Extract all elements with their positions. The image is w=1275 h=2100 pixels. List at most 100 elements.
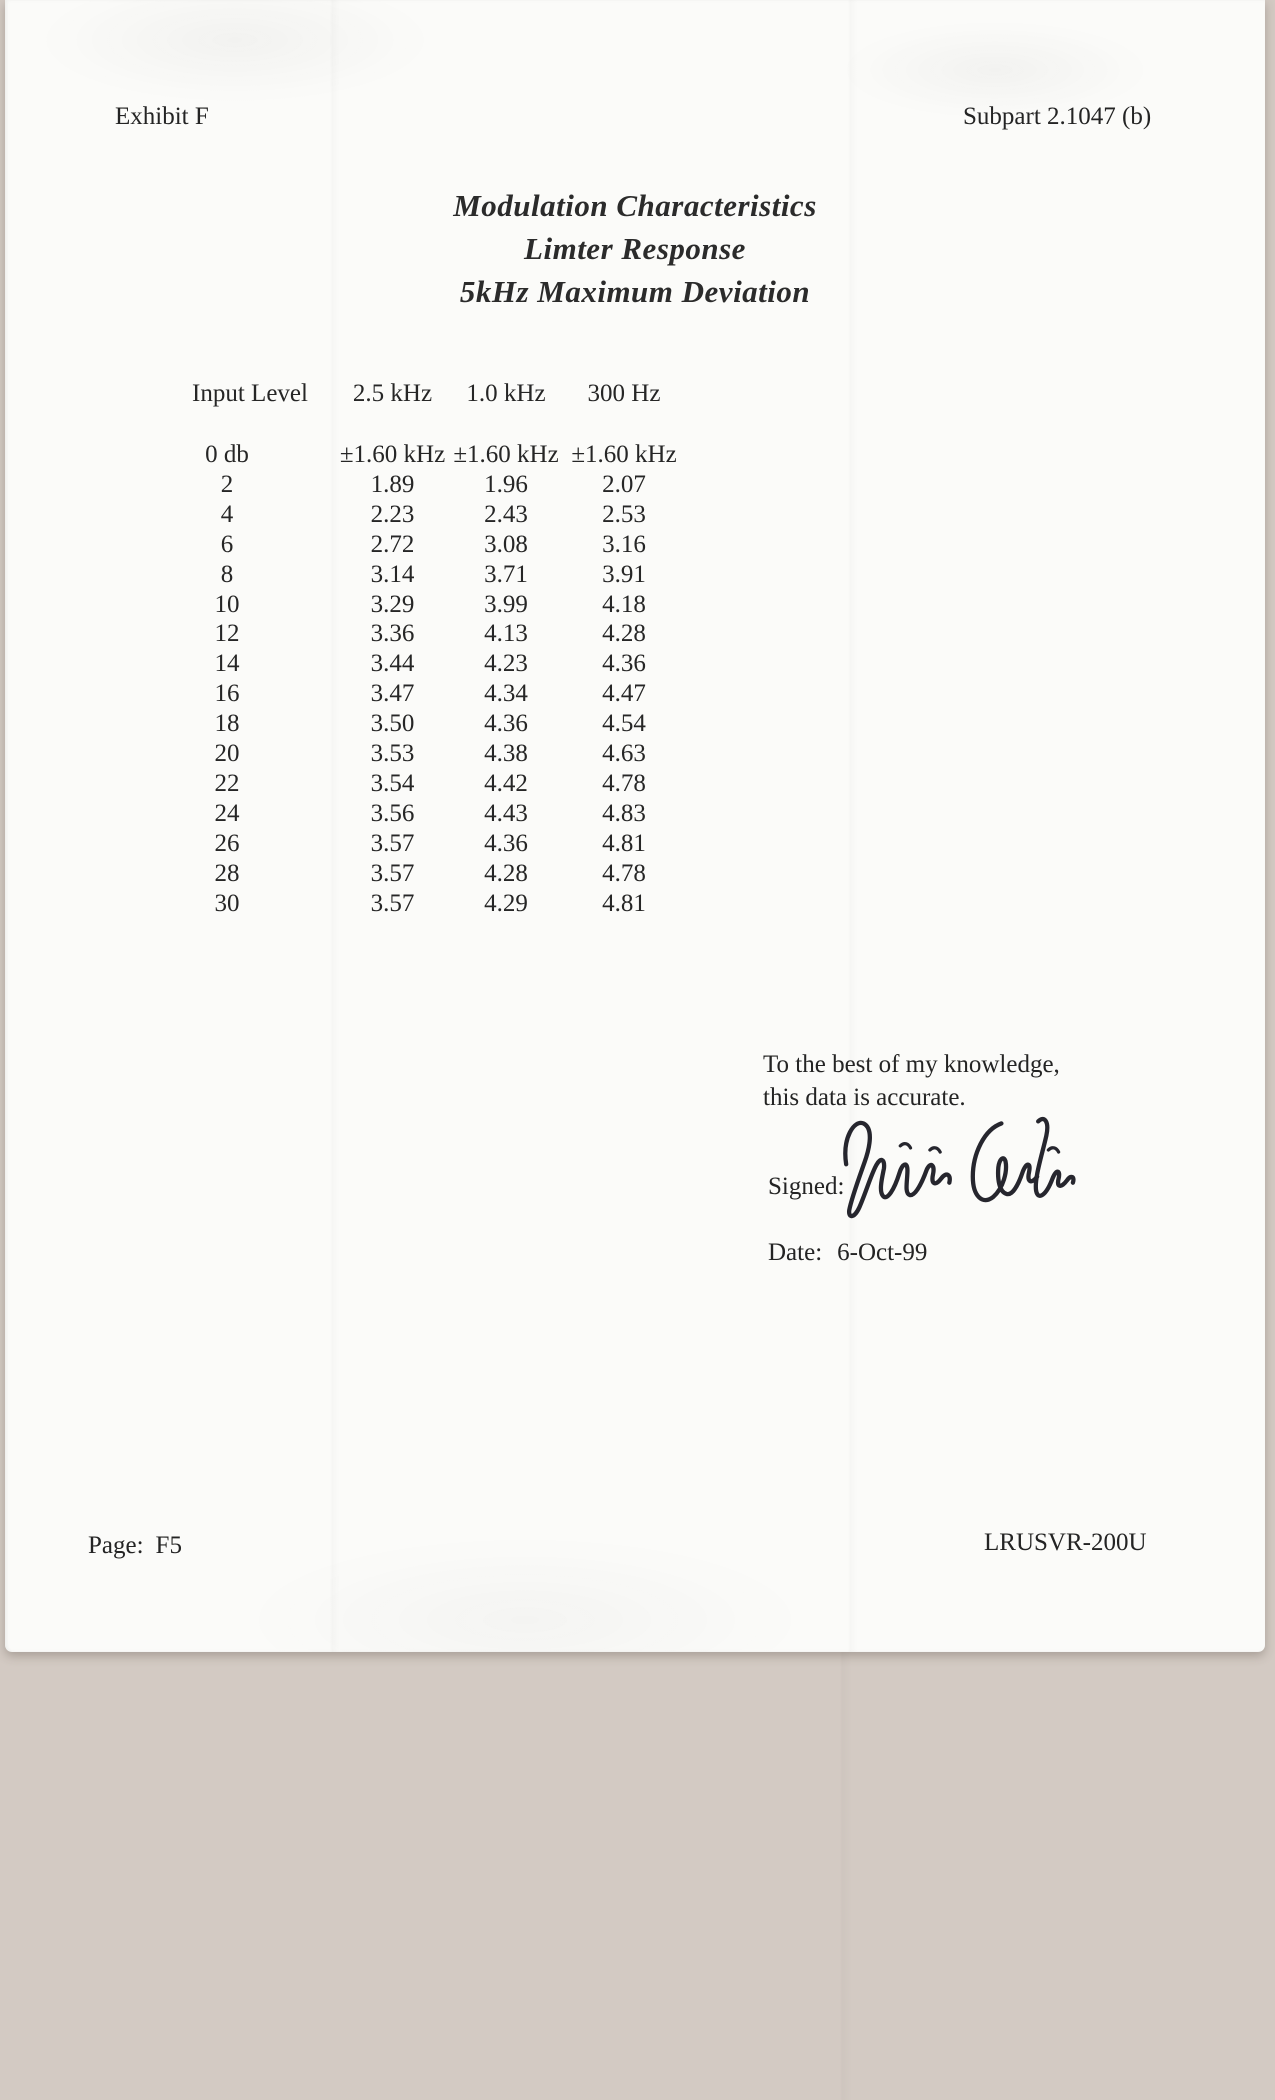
deviation-value-cell: 4.83 [602, 799, 646, 827]
input-level-cell: 8 [220, 560, 234, 588]
deviation-value-cell: 3.57 [370, 889, 415, 917]
deviation-value-cell: 4.38 [484, 740, 528, 768]
table-row: 30 3.57 4.29 4.81 [165, 889, 686, 919]
deviation-value-cell: 1.89 [370, 470, 415, 498]
deviation-value-cell: 3.29 [370, 590, 415, 618]
deviation-value-cell: 4.36 [484, 710, 528, 738]
attestation-line-1: To the best of my knowledge, [763, 1051, 1060, 1078]
table-row: 0 db ±1.60 kHz ±1.60 kHz ±1.60 kHz [165, 440, 686, 470]
input-level-cell: 4 [220, 500, 234, 528]
deviation-value-cell: 3.14 [370, 560, 415, 588]
footer-model-number: LRUSVR-200U [984, 1529, 1147, 1556]
table-row: 28 3.57 4.28 4.78 [165, 859, 686, 889]
input-level-cell: 2 [220, 470, 234, 498]
subpart-label: Subpart 2.1047 (b) [963, 103, 1152, 130]
table-row: 24 3.56 4.43 4.83 [165, 799, 686, 829]
date-label: Date: [768, 1239, 823, 1266]
date-line: Date: 6-Oct-99 [768, 1239, 927, 1267]
deviation-value-cell: 4.54 [602, 710, 646, 738]
document-page: Exhibit F Subpart 2.1047 (b) Modulation … [5, 0, 1265, 1652]
table-row: 8 3.14 3.71 3.91 [165, 560, 686, 590]
input-level-cell: 12 [214, 620, 240, 648]
deviation-value-cell: 3.36 [370, 620, 415, 648]
input-level-cell: 18 [214, 710, 240, 738]
input-level-cell: 26 [214, 829, 240, 857]
input-level-cell: 28 [214, 859, 240, 887]
title-line-2: Limter Response [524, 231, 746, 266]
deviation-value-cell: 3.50 [370, 710, 415, 738]
column-header-1-0-khz: 1.0 kHz [466, 380, 546, 407]
deviation-value-cell: 4.28 [602, 620, 646, 648]
table-row: 20 3.53 4.38 4.63 [165, 739, 686, 769]
deviation-value-cell: 3.44 [370, 650, 415, 678]
deviation-value-cell: 4.36 [602, 650, 646, 678]
table-row: 6 2.72 3.08 3.16 [165, 530, 686, 560]
deviation-value-cell: 3.57 [370, 829, 415, 857]
deviation-value-cell: 3.91 [602, 560, 646, 588]
deviation-value-cell: ±1.60 kHz [571, 441, 677, 468]
deviation-value-cell: 4.43 [484, 799, 528, 827]
deviation-value-cell: ±1.60 kHz [453, 441, 559, 468]
deviation-value-cell: 4.23 [484, 650, 528, 678]
exhibit-label: Exhibit F [115, 103, 209, 130]
title-line-3: 5kHz Maximum Deviation [459, 274, 811, 309]
table-row: 10 3.29 3.99 4.18 [165, 590, 686, 620]
deviation-value-cell: 4.34 [484, 680, 528, 708]
table-row: 2 1.89 1.96 2.07 [165, 470, 686, 500]
deviation-value-cell: 2.72 [370, 530, 415, 558]
deviation-value-cell: 4.28 [484, 859, 528, 887]
input-level-cell: 14 [214, 650, 240, 678]
attestation-line-2: this data is accurate. [763, 1084, 966, 1111]
table-header-row: Input Level 2.5 kHz 1.0 kHz 300 Hz [165, 379, 686, 440]
deviation-value-cell: 4.78 [602, 859, 646, 887]
deviation-value-cell: 2.23 [370, 500, 415, 528]
deviation-table: Input Level 2.5 kHz 1.0 kHz 300 Hz 0 db ±… [165, 379, 686, 919]
table-body: 0 db ±1.60 kHz ±1.60 kHz ±1.60 kHz 2 1.89 1.96… [165, 440, 686, 919]
title-line-1: Modulation Characteristics [453, 188, 817, 223]
input-level-cell: 6 [220, 530, 234, 558]
column-header-300-hz: 300 Hz [587, 380, 661, 407]
column-header-2-5-khz: 2.5 kHz [352, 380, 433, 407]
signature-ink [843, 1116, 1076, 1219]
footer-page-label: Page: [88, 1532, 144, 1559]
date-value: 6-Oct-99 [837, 1239, 928, 1266]
deviation-value-cell: 1.96 [484, 470, 528, 498]
input-level-cell: 20 [214, 740, 240, 768]
deviation-value-cell: 4.42 [484, 769, 528, 797]
deviation-value-cell: 2.53 [602, 500, 646, 528]
deviation-value-cell: 2.07 [602, 470, 646, 498]
deviation-value-cell: 4.36 [484, 829, 528, 857]
table-row: 12 3.36 4.13 4.28 [165, 619, 686, 649]
input-level-cell: 10 [214, 590, 240, 618]
deviation-value-cell: 3.53 [370, 740, 415, 768]
input-level-cell: 30 [214, 889, 240, 917]
table-row: 16 3.47 4.34 4.47 [165, 679, 686, 709]
signed-label: Signed: [768, 1173, 845, 1200]
footer-page-number: F5 [155, 1532, 182, 1559]
deviation-value-cell: 4.18 [602, 590, 646, 618]
deviation-value-cell: 4.78 [602, 769, 646, 797]
deviation-value-cell: 4.81 [602, 889, 646, 917]
deviation-value-cell: 3.16 [602, 530, 646, 558]
deviation-value-cell: 3.47 [370, 680, 415, 708]
deviation-value-cell: ±1.60 kHz [339, 441, 446, 468]
input-level-cell: 16 [214, 680, 240, 708]
footer-page: Page: F5 [88, 1532, 182, 1560]
deviation-value-cell: 3.71 [484, 560, 528, 588]
deviation-value-cell: 4.63 [602, 740, 646, 768]
deviation-value-cell: 3.54 [370, 769, 415, 797]
table-row: 22 3.54 4.42 4.78 [165, 769, 686, 799]
deviation-value-cell: 3.08 [484, 530, 528, 558]
deviation-value-cell: 4.29 [484, 889, 528, 917]
deviation-value-cell: 3.99 [484, 590, 528, 618]
deviation-value-cell: 4.81 [602, 829, 646, 857]
deviation-value-cell: 3.56 [370, 799, 415, 827]
document-title: Modulation Characteristics Limter Respon… [5, 184, 1265, 313]
table-row: 26 3.57 4.36 4.81 [165, 829, 686, 859]
deviation-value-cell: 3.57 [370, 859, 415, 887]
table-row: 4 2.23 2.43 2.53 [165, 500, 686, 530]
table-row: 18 3.50 4.36 4.54 [165, 709, 686, 739]
deviation-value-cell: 4.47 [602, 680, 646, 708]
attestation-text: To the best of my knowledge, this data i… [763, 1048, 1060, 1114]
